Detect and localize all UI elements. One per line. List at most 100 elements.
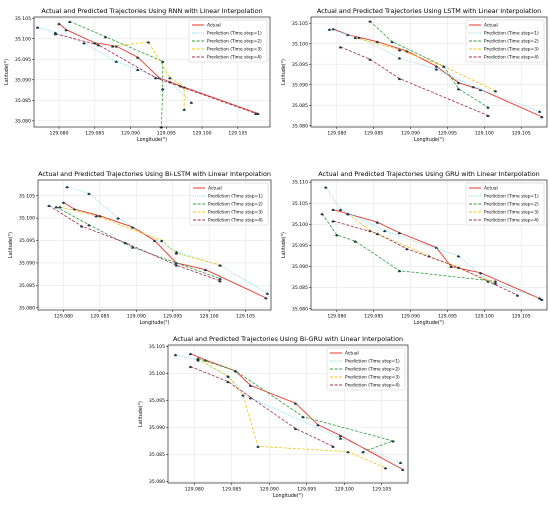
vessel-marker xyxy=(383,466,388,470)
vessel-marker xyxy=(456,254,461,258)
vessel-marker xyxy=(82,41,86,45)
y-tick-label: 35.090 xyxy=(292,264,308,270)
legend-entry-4: Prediction (Time step=4) xyxy=(484,218,539,224)
legend-entry-0: Actual xyxy=(207,23,221,29)
x-tick-label: 129.080 xyxy=(327,314,346,320)
lstm-panel: 129.080 129.085 129.090 129.095 129.100 129.1… xyxy=(281,7,548,143)
vessel-marker xyxy=(493,280,498,283)
vessel-marker xyxy=(248,384,253,387)
y-tick-label: 35.090 xyxy=(15,77,31,83)
x-axis-label: Longitude(°) xyxy=(414,137,444,143)
vessel-marker xyxy=(174,261,179,265)
y-axis-label: Latitude(°) xyxy=(281,232,287,258)
legend-entry-2: Prediction (Time step=2) xyxy=(484,39,539,45)
vessel-marker xyxy=(203,268,208,272)
vessel-marker xyxy=(87,192,91,195)
vessel-marker xyxy=(375,232,380,236)
vessel-marker xyxy=(188,352,193,356)
x-tick-label: 129.085 xyxy=(364,314,383,320)
panel-title: Actual and Predicted Trajectories Using … xyxy=(317,7,541,15)
vessel-marker xyxy=(456,87,461,91)
x-tick-label: 129.085 xyxy=(90,314,109,320)
legend-entry-1: Prediction (Time step=1) xyxy=(484,194,539,200)
vessel-marker xyxy=(397,231,402,235)
series-line-4 xyxy=(55,33,256,114)
vessel-marker xyxy=(233,369,238,373)
y-tick-label: 35.100 xyxy=(15,36,31,42)
vessel-marker xyxy=(146,41,151,44)
y-tick-label: 35.095 xyxy=(292,243,308,249)
panel-title: Actual and Predicted Trajectories Using … xyxy=(41,7,262,15)
vessel-marker xyxy=(61,201,66,204)
vessel-marker xyxy=(182,108,186,111)
legend-entry-3: Prediction (Time step=3) xyxy=(484,210,539,216)
x-axis-label: Longitude(°) xyxy=(414,320,444,326)
legend-entry-0: Actual xyxy=(484,23,498,29)
y-tick-label: 35.080 xyxy=(292,306,308,312)
x-tick-label: 129.080 xyxy=(185,487,204,493)
y-axis-label: Latitude(°) xyxy=(4,59,10,85)
vessel-marker xyxy=(168,76,172,80)
x-tick-label: 129.080 xyxy=(54,314,73,320)
legend-entry-3: Prediction (Time step=3) xyxy=(484,47,539,53)
vessel-marker xyxy=(218,279,222,283)
y-tick-label: 35.090 xyxy=(149,425,165,431)
vessel-marker xyxy=(493,89,498,93)
vessel-marker xyxy=(338,45,343,49)
x-tick-label: 129.090 xyxy=(121,131,140,137)
vessel-marker xyxy=(57,22,61,26)
y-tick-label: 35.090 xyxy=(19,261,35,267)
vessel-marker xyxy=(116,217,120,220)
x-tick-label: 129.100 xyxy=(475,131,494,137)
vessel-marker xyxy=(253,112,258,115)
vessel-marker xyxy=(301,415,305,419)
legend: Actual Prediction (Time step=1) Prediction… xyxy=(326,347,406,391)
vessel-marker xyxy=(54,205,59,209)
vessel-marker xyxy=(338,208,343,212)
vessel-marker xyxy=(391,439,395,443)
vessel-marker xyxy=(397,57,402,60)
vessel-marker xyxy=(331,219,335,223)
legend-entry-4: Prediction (Time step=4) xyxy=(208,218,263,224)
rnn-panel: 129.080 129.085 129.090 129.095 129.100 129.1… xyxy=(4,7,271,143)
x-tick-label: 129.095 xyxy=(438,314,457,320)
x-tick-label: 129.095 xyxy=(438,131,457,137)
vessel-marker xyxy=(64,28,68,32)
y-tick-label: 35.100 xyxy=(149,371,165,377)
legend: Actual Prediction (Time step=1) Prediction… xyxy=(189,182,269,226)
vessel-marker xyxy=(94,214,99,218)
vessel-marker xyxy=(540,115,544,119)
vessel-marker xyxy=(264,296,268,300)
vessel-marker xyxy=(265,292,270,295)
legend-entry-4: Prediction (Time step=4) xyxy=(484,55,539,61)
vessel-marker xyxy=(159,239,164,243)
vessel-marker xyxy=(79,225,84,228)
vessel-marker xyxy=(256,445,260,448)
vessel-marker xyxy=(130,226,135,229)
vessel-marker xyxy=(110,45,115,48)
vessel-marker xyxy=(346,212,350,216)
panel-title: Actual and Predicted Trajectories Using … xyxy=(318,170,539,178)
vessel-marker xyxy=(130,246,135,249)
vessel-marker xyxy=(400,468,405,472)
axes-frame xyxy=(310,179,548,311)
legend-entry-4: Prediction (Time step=4) xyxy=(345,383,400,389)
legend-entry-0: Actual xyxy=(345,351,359,357)
vessel-marker xyxy=(320,212,324,216)
series-line-3 xyxy=(347,213,496,284)
vessel-marker xyxy=(174,264,179,267)
vessel-marker xyxy=(53,32,58,36)
series-line-2 xyxy=(69,21,164,128)
y-tick-label: 35.100 xyxy=(19,216,35,222)
legend-entry-2: Prediction (Time step=2) xyxy=(484,202,539,208)
y-tick-label: 35.105 xyxy=(292,201,308,207)
vessel-marker xyxy=(293,427,298,431)
vessel-marker xyxy=(368,20,372,23)
vessel-marker xyxy=(160,60,165,63)
vessel-marker xyxy=(331,208,335,212)
vessel-marker xyxy=(441,65,446,68)
y-tick-label: 35.085 xyxy=(292,103,308,109)
vessel-marker xyxy=(67,20,72,24)
x-tick-label: 129.105 xyxy=(372,487,391,493)
legend: Actual Prediction (Time step=1) Prediction… xyxy=(188,19,268,63)
